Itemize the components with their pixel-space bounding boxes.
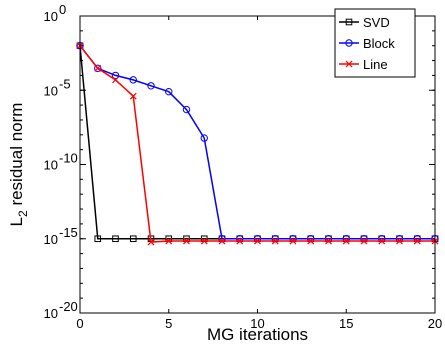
y-tick-label-base: 10 <box>44 9 58 24</box>
data-point-x <box>183 237 190 245</box>
data-point-x <box>218 237 226 245</box>
legend-label: Block <box>363 36 395 51</box>
data-point-x <box>112 76 119 84</box>
y-tick-label-exponent: -20 <box>59 299 78 314</box>
legend-label: Line <box>363 57 388 72</box>
data-point-circle <box>236 235 244 243</box>
series-block <box>76 42 439 243</box>
data-point-x <box>325 237 332 245</box>
data-point-circle <box>182 105 191 114</box>
data-point-x <box>129 92 137 100</box>
data-point-circle <box>271 235 279 243</box>
data-point-circle <box>345 39 353 47</box>
data-point-x <box>307 237 315 245</box>
legend: SVD Block Line <box>334 8 416 78</box>
series-layer <box>76 42 439 246</box>
legend-item-block: Block <box>339 36 395 51</box>
y-tick-label-base: 10 <box>44 158 58 173</box>
data-point-circle <box>200 134 208 142</box>
y-axis-title-subscript: 2 <box>16 210 30 217</box>
data-point-x <box>94 64 102 72</box>
data-point-x <box>165 237 173 245</box>
data-point-square <box>129 235 137 243</box>
y-tick-label: 10 <box>44 232 58 247</box>
data-point-circle <box>324 235 333 243</box>
y-tick-label-exponent: -15 <box>59 225 78 240</box>
y-axis-title-suffix: residual norm <box>7 103 26 211</box>
data-point-circle <box>395 235 404 243</box>
x-tick-label: 20 <box>428 316 442 331</box>
y-tick-label: 10 <box>44 158 58 173</box>
y-tick-label: 10 <box>44 83 58 98</box>
data-point-circle <box>165 87 173 96</box>
data-point-x <box>200 237 208 245</box>
y-axis-title-main: L <box>7 217 26 226</box>
y-tick-label-base: 10 <box>44 306 58 321</box>
series-line-block <box>79 45 435 240</box>
data-point-circle <box>307 235 315 243</box>
series-line <box>76 42 439 246</box>
x-tick-label: 10 <box>250 316 264 331</box>
data-point-x <box>342 237 350 245</box>
y-tick-label: 10 <box>44 9 58 24</box>
x-tick-label: 0 <box>76 316 83 331</box>
data-point-circle <box>147 82 155 90</box>
data-point-x <box>345 60 353 68</box>
data-point-circle <box>289 235 297 243</box>
data-point-circle <box>218 235 226 243</box>
data-point-x <box>360 237 368 245</box>
data-point-circle <box>360 235 368 243</box>
data-point-square <box>94 235 102 243</box>
data-point-x <box>396 237 403 245</box>
data-point-circle <box>129 76 137 84</box>
data-point-x <box>289 237 297 245</box>
legend-box <box>334 8 416 78</box>
data-point-square <box>345 18 353 26</box>
legend-item-svd: SVD <box>339 15 390 30</box>
data-point-square <box>112 235 119 243</box>
data-point-x <box>147 238 155 246</box>
data-point-x <box>236 237 244 245</box>
y-tick-label-exponent: -10 <box>59 151 78 166</box>
x-axis-title: MG iterations <box>207 325 308 344</box>
data-point-circle <box>111 71 120 80</box>
data-point-circle <box>342 235 350 243</box>
plot-frame <box>79 15 436 314</box>
y-tick-label-base: 10 <box>44 83 58 98</box>
data-point-circle <box>253 235 262 243</box>
data-point-circle <box>378 235 386 243</box>
y-tick-label-base: 10 <box>44 232 58 247</box>
data-point-circle <box>413 235 421 243</box>
legend-item-line: Line <box>339 57 388 72</box>
y-tick-label-exponent: 0 <box>59 2 66 17</box>
y-tick-label-exponent: -5 <box>59 76 71 91</box>
x-tick-label: 5 <box>165 316 172 331</box>
data-point-x <box>413 237 421 245</box>
legend-label: SVD <box>363 15 390 30</box>
data-point-x <box>378 237 386 245</box>
data-point-x <box>254 237 261 245</box>
data-point-circle <box>94 64 102 73</box>
data-point-x <box>271 237 279 245</box>
y-tick-label: 10 <box>44 306 58 321</box>
x-tick-label: 15 <box>339 316 353 331</box>
y-axis-title: L2 residual norm <box>7 103 30 227</box>
